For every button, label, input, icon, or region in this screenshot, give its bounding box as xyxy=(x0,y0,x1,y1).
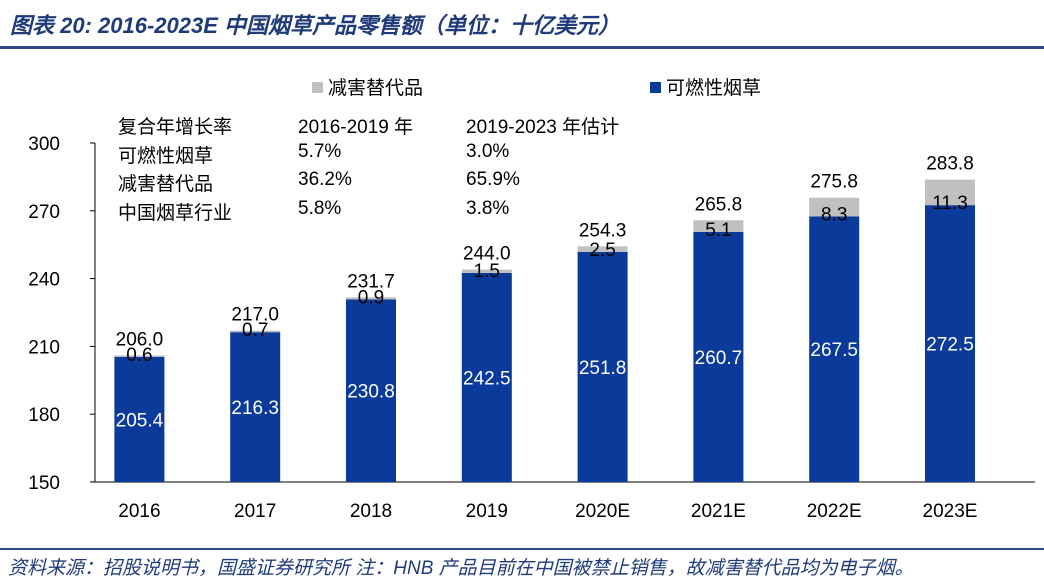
cagr-cell: 3.0% xyxy=(466,140,510,162)
x-tick-label: 2017 xyxy=(234,501,276,522)
bar-combustible xyxy=(461,272,512,482)
label-total: 244.0 xyxy=(463,244,511,265)
y-tick-label: 210 xyxy=(28,337,60,358)
bar-combustible xyxy=(809,216,860,482)
cagr-header-cell: 2019-2023 年估计 xyxy=(466,117,620,138)
label-combustible: 216.3 xyxy=(231,398,279,419)
bar-reduced-risk xyxy=(230,330,281,333)
legend-swatch-reduced-risk xyxy=(312,82,323,93)
label-total: 217.0 xyxy=(231,305,279,326)
cagr-cell: 5.7% xyxy=(298,140,342,162)
chart-title: 图表 20: 2016-2023E 中国烟草产品零售额（单位：十亿美元） xyxy=(10,13,621,38)
bar-reduced-risk xyxy=(346,297,396,300)
cagr-cell: 65.9% xyxy=(466,169,520,190)
label-reduced-risk: 8.3 xyxy=(821,204,847,225)
bar-reduced-risk xyxy=(461,269,512,273)
y-tick-label: 150 xyxy=(28,473,60,494)
label-total: 254.3 xyxy=(579,220,627,241)
label-total: 283.8 xyxy=(926,154,974,175)
x-tick-label: 2021E xyxy=(691,501,746,522)
bar-combustible xyxy=(230,332,281,482)
top-divider xyxy=(0,46,1044,49)
cagr-cell: 减害替代品 xyxy=(118,174,214,195)
x-tick-label: 2023E xyxy=(923,501,978,522)
bar-reduced-risk xyxy=(925,179,975,206)
x-tick-label: 2018 xyxy=(350,501,392,522)
bar-reduced-risk xyxy=(577,246,628,252)
cagr-cell: 36.2% xyxy=(298,169,352,190)
cagr-cell: 可燃性烟草 xyxy=(118,145,214,167)
label-reduced-risk: 1.5 xyxy=(474,261,500,282)
label-combustible: 260.7 xyxy=(695,348,743,369)
label-total: 275.8 xyxy=(810,172,858,193)
x-tick-label: 2020E xyxy=(575,501,630,522)
label-reduced-risk: 0.7 xyxy=(242,320,268,341)
x-tick-label: 2016 xyxy=(118,501,160,522)
legend-swatch-combustible xyxy=(650,82,661,93)
bar-combustible xyxy=(693,231,744,482)
bar-reduced-risk xyxy=(114,355,165,357)
bar-combustible xyxy=(577,251,628,482)
bar-reduced-risk xyxy=(693,220,744,232)
label-combustible: 230.8 xyxy=(347,382,395,403)
bar-reduced-risk xyxy=(809,197,860,217)
label-total: 231.7 xyxy=(347,271,395,292)
label-combustible: 267.5 xyxy=(810,340,858,361)
y-tick-label: 270 xyxy=(28,202,60,223)
y-tick-label: 300 xyxy=(28,134,60,155)
label-total: 206.0 xyxy=(116,329,164,350)
x-tick-label: 2019 xyxy=(466,501,508,522)
cagr-header-cell: 2016-2019 年 xyxy=(298,117,414,138)
bar-combustible xyxy=(114,356,165,482)
label-combustible: 205.4 xyxy=(116,410,164,431)
y-tick-label: 240 xyxy=(28,270,60,291)
x-tick-label: 2022E xyxy=(807,501,862,522)
cagr-cell: 3.8% xyxy=(466,197,510,219)
label-combustible: 251.8 xyxy=(579,358,627,379)
cagr-cell: 中国烟草行业 xyxy=(118,202,233,224)
bottom-divider xyxy=(0,548,1044,550)
cagr-header-cell: 复合年增长率 xyxy=(118,117,233,138)
label-combustible: 242.5 xyxy=(463,368,511,389)
label-combustible: 272.5 xyxy=(926,335,974,356)
label-reduced-risk: 5.1 xyxy=(705,220,731,241)
bar-combustible xyxy=(925,205,975,482)
label-reduced-risk: 0.9 xyxy=(358,287,384,308)
bar-combustible xyxy=(346,299,396,482)
label-reduced-risk: 0.6 xyxy=(126,345,152,366)
legend-label-combustible: 可燃性烟草 xyxy=(666,77,761,99)
source-note: 资料来源：招股说明书，国盛证券研究所 注：HNB 产品目前在中国被禁止销售，故减… xyxy=(8,558,914,579)
label-total: 265.8 xyxy=(695,194,743,215)
label-reduced-risk: 2.5 xyxy=(589,240,615,261)
y-tick-label: 180 xyxy=(28,405,60,426)
legend-label-reduced-risk: 减害替代品 xyxy=(328,77,423,99)
cagr-cell: 5.8% xyxy=(298,197,342,219)
label-reduced-risk: 11.3 xyxy=(932,193,968,214)
